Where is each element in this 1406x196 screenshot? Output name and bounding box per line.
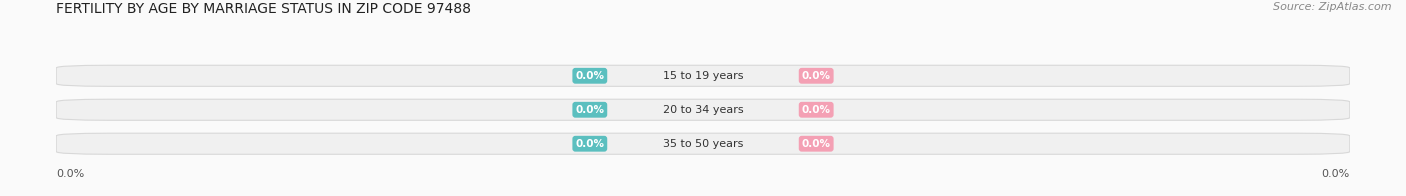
FancyBboxPatch shape <box>56 133 1350 154</box>
Text: 0.0%: 0.0% <box>575 139 605 149</box>
Text: 15 to 19 years: 15 to 19 years <box>662 71 744 81</box>
FancyBboxPatch shape <box>56 99 1350 120</box>
Text: 0.0%: 0.0% <box>56 169 84 179</box>
Text: 0.0%: 0.0% <box>575 105 605 115</box>
FancyBboxPatch shape <box>56 65 1350 86</box>
Text: 0.0%: 0.0% <box>801 71 831 81</box>
Text: Source: ZipAtlas.com: Source: ZipAtlas.com <box>1274 2 1392 12</box>
Text: 0.0%: 0.0% <box>801 105 831 115</box>
Text: 0.0%: 0.0% <box>575 71 605 81</box>
Text: 35 to 50 years: 35 to 50 years <box>662 139 744 149</box>
Text: 0.0%: 0.0% <box>801 139 831 149</box>
Text: 0.0%: 0.0% <box>1322 169 1350 179</box>
Text: FERTILITY BY AGE BY MARRIAGE STATUS IN ZIP CODE 97488: FERTILITY BY AGE BY MARRIAGE STATUS IN Z… <box>56 2 471 16</box>
Text: 20 to 34 years: 20 to 34 years <box>662 105 744 115</box>
